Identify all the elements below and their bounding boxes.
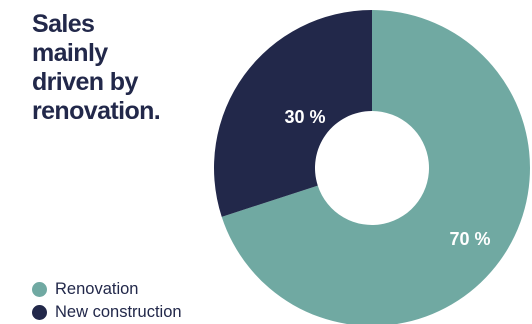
chart-title-line: renovation. — [32, 97, 161, 125]
legend-swatch-renovation — [32, 282, 47, 297]
slice-new-construction — [214, 10, 372, 217]
slice-renovation — [221, 10, 530, 324]
slice-label-new-construction: 30 % — [284, 107, 325, 127]
legend-swatch-new-construction — [32, 305, 47, 320]
legend-item-renovation: Renovation — [32, 278, 182, 301]
legend-item-new-construction: New construction — [32, 301, 182, 324]
chart-legend: Renovation New construction — [32, 278, 182, 324]
chart-title-line: Sales — [32, 10, 95, 38]
chart-title-line: mainly — [32, 39, 108, 67]
chart-title-line: driven by — [32, 68, 138, 96]
slice-label-renovation: 70 % — [449, 229, 490, 249]
legend-label-new-construction: New construction — [55, 303, 182, 321]
chart-title: Sales mainly driven by renovation. — [32, 10, 222, 126]
legend-label-renovation: Renovation — [55, 280, 139, 298]
